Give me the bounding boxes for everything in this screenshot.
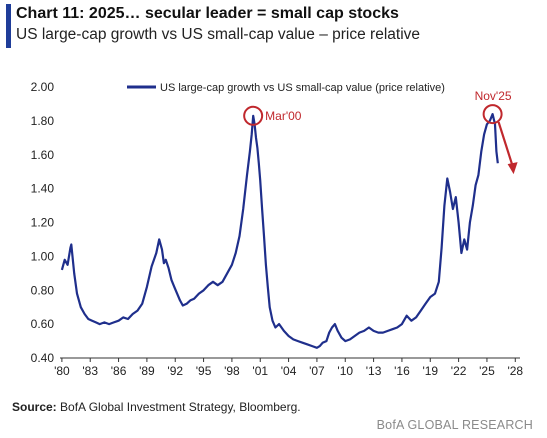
legend: US large-cap growth vs US small-cap valu…: [127, 82, 445, 94]
y-tick-label: 1.60: [31, 148, 55, 162]
x-tick-label: '01: [252, 364, 268, 378]
y-tick-label: 2.00: [31, 80, 55, 94]
series-line: [60, 113, 499, 349]
y-tick-label: 1.80: [31, 114, 55, 128]
title-accent-bar: [6, 4, 11, 48]
y-tick-label: 1.40: [31, 182, 55, 196]
x-tick-label: '19: [422, 364, 438, 378]
chart-subtitle: US large-cap growth vs US small-cap valu…: [16, 26, 421, 43]
y-tick-label: 0.40: [31, 351, 55, 365]
y-tick-label: 0.60: [31, 317, 55, 331]
x-tick-label: '80: [54, 364, 70, 378]
y-tick-label: 0.80: [31, 283, 55, 297]
brand-footer: BofA GLOBAL RESEARCH: [376, 418, 533, 432]
peak-highlight-circle: [482, 104, 503, 125]
x-tick-label: '95: [196, 364, 212, 378]
x-tick-label: '10: [337, 364, 353, 378]
x-tick-label: '83: [82, 364, 98, 378]
x-tick-label: '25: [479, 364, 495, 378]
x-tick-label: '13: [366, 364, 382, 378]
source-text: BofA Global Investment Strategy, Bloombe…: [56, 400, 301, 414]
chart-title: Chart 11: 2025… secular leader = small c…: [16, 5, 399, 22]
series-layer: [60, 113, 499, 349]
legend-label: US large-cap growth vs US small-cap valu…: [160, 82, 445, 94]
peak-annotation-label: Mar'00: [265, 109, 302, 123]
decline-arrow-shaft: [497, 121, 514, 167]
x-tick-label: '89: [139, 364, 155, 378]
x-tick-label: '07: [309, 364, 325, 378]
x-tick-label: '04: [281, 364, 297, 378]
decline-arrow-head: [507, 162, 518, 175]
y-tick-label: 1.20: [31, 216, 55, 230]
peak-annotation-label: Nov'25: [475, 89, 512, 103]
source-label: Source:: [12, 400, 57, 414]
x-tick-label: '98: [224, 364, 240, 378]
x-tick-label: '92: [167, 364, 183, 378]
y-tick-label: 1.00: [31, 249, 55, 263]
x-tick-label: '86: [111, 364, 127, 378]
axes: 0.40 0.60 0.80 1.00 1.20 1.40 1.60 1.80 2.00 '80 '…: [31, 80, 524, 378]
peak-highlight-circle: [243, 105, 264, 126]
price-relative-chart: 0.40 0.60 0.80 1.00 1.20 1.40 1.60 1.80 2.00 '80 '…: [31, 80, 524, 378]
x-tick-label: '16: [394, 364, 410, 378]
source-note: Source: BofA Global Investment Strategy,…: [12, 400, 301, 414]
x-tick-label: '28: [507, 364, 523, 378]
x-tick-label: '22: [451, 364, 467, 378]
annotations: Mar'00 Nov'25: [243, 89, 518, 175]
